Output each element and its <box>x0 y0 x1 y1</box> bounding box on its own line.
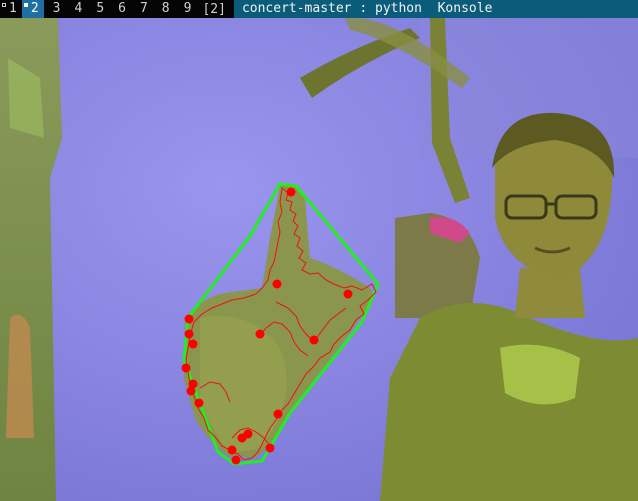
person-mouth <box>534 246 571 254</box>
defect-point <box>194 398 204 408</box>
camera-view <box>0 18 638 501</box>
workspace-label: 8 <box>161 1 170 16</box>
defect-point <box>265 443 275 453</box>
defect-point <box>286 187 296 197</box>
person-neck <box>515 268 585 318</box>
defect-point <box>255 329 265 339</box>
background-object <box>345 18 470 88</box>
taskbar: 1 2 3 4 5 6 7 8 9 [2] concert-master : p… <box>0 0 638 18</box>
workspace-5[interactable]: 5 <box>87 0 109 18</box>
workspace-label: 4 <box>74 1 83 16</box>
workspace-indicator-icon <box>2 3 6 7</box>
workspace-indicator-icon <box>23 3 28 7</box>
workspace-label: 2 <box>30 1 39 16</box>
workspace-8[interactable]: 8 <box>153 0 175 18</box>
workspace-6[interactable]: 6 <box>109 0 131 18</box>
defect-point <box>309 335 319 345</box>
defect-point <box>231 455 241 465</box>
workspace-label: 6 <box>118 1 126 16</box>
workspace-label: 3 <box>52 1 61 16</box>
person-head <box>495 114 612 280</box>
workspace-3[interactable]: 3 <box>44 0 66 18</box>
defect-point <box>188 379 198 389</box>
defect-point <box>227 445 237 455</box>
workspace-label: 5 <box>96 1 105 16</box>
workspace-9[interactable]: 9 <box>175 0 197 18</box>
window-count[interactable]: [2] <box>202 1 226 17</box>
defect-point <box>181 363 191 373</box>
workspace-label: 7 <box>139 1 148 16</box>
workspace-7[interactable]: 7 <box>131 0 153 18</box>
left-bottle <box>6 314 34 438</box>
workspace-1[interactable]: 1 <box>0 0 22 18</box>
pink-object <box>430 217 470 243</box>
left-shelf-detail <box>8 58 44 138</box>
defect-point <box>272 279 282 289</box>
workspace-4[interactable]: 4 <box>65 0 87 18</box>
defect-point <box>343 289 353 299</box>
defect-point <box>186 386 196 396</box>
defect-point <box>188 339 198 349</box>
person-glasses-left <box>504 194 548 220</box>
defect-points <box>181 187 353 465</box>
workspace-label: 1 <box>9 1 17 16</box>
defect-point <box>273 409 283 419</box>
workspace-label: 9 <box>183 1 192 16</box>
person-shirt <box>380 303 638 501</box>
defect-point <box>184 329 194 339</box>
background-object <box>300 28 420 98</box>
convex-hull <box>182 182 380 466</box>
defect-point <box>184 314 194 324</box>
window-title[interactable]: concert-master : python Konsole <box>233 0 638 18</box>
person-hair <box>492 112 615 178</box>
person-shirt-highlight <box>500 344 580 405</box>
person-glasses-right <box>554 194 598 220</box>
hand-shade <box>200 316 287 454</box>
workspace-2[interactable]: 2 <box>21 0 44 18</box>
defect-point <box>237 433 247 443</box>
